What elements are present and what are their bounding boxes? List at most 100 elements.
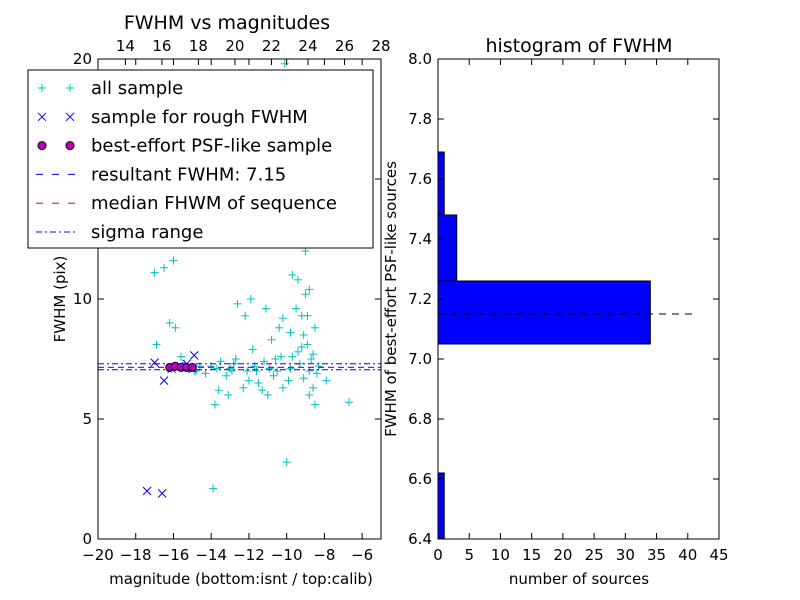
- scatter-point-plus: [312, 369, 321, 378]
- scatter-point-plus: [248, 345, 257, 354]
- scatter-point-plus: [165, 319, 174, 327]
- scatter-point-plus: [309, 383, 318, 392]
- y-tick-label: 5: [82, 410, 92, 428]
- histogram-y-tick-label: 7.4: [408, 230, 432, 248]
- scatter-point-plus: [265, 364, 274, 373]
- scatter-point-plus: [258, 386, 267, 395]
- scatter-point-plus: [288, 271, 297, 279]
- scatter-point-plus: [212, 364, 221, 373]
- scatter-point-plus: [239, 383, 248, 392]
- scatter-point-plus: [305, 367, 314, 375]
- legend: all sample sample for rough FWHM best-effo…: [27, 69, 374, 249]
- histogram-x-tick-label: 40: [678, 546, 697, 564]
- scatter-y-axis-label: FWHM (pix): [51, 256, 69, 343]
- scatter-point-plus: [160, 263, 169, 272]
- scatter-point-plus: [301, 290, 310, 299]
- scatter-point-plus: [305, 285, 314, 294]
- scatter-point-plus: [282, 458, 291, 467]
- scatter-title: FWHM vs magnitudes: [124, 12, 330, 34]
- scatter-point-plus: [299, 331, 308, 339]
- scatter-point-plus: [214, 386, 223, 395]
- legend-label: all sample: [91, 78, 183, 99]
- scatter-point-x: [189, 351, 199, 360]
- scatter-point-plus: [210, 400, 219, 409]
- x-tick-label: −6: [351, 546, 373, 564]
- histogram-bar: [437, 151, 445, 216]
- scatter-point-plus: [310, 400, 319, 409]
- scatter-point-plus: [224, 391, 233, 399]
- scatter-point-x-b: [189, 351, 199, 360]
- scatter-point-plus: [344, 398, 353, 407]
- scatter-point-plus: [263, 391, 272, 399]
- histogram-y-tick-label: 7.6: [408, 170, 432, 188]
- scatter-point-x-b: [157, 489, 167, 498]
- x-tick-label: −14: [195, 546, 227, 564]
- scatter-point-x: [157, 489, 167, 498]
- scatter-point-plus: [286, 328, 295, 337]
- legend-marker-circle: [37, 141, 47, 151]
- histogram-y-tick-label: 6.4: [408, 530, 432, 548]
- scatter-panel: FWHM vs magnitudes magnitude (bottom:isn…: [27, 12, 391, 588]
- scatter-point-plus: [293, 347, 302, 356]
- y-tick-label: 10: [73, 290, 92, 308]
- scatter-point-x: [150, 358, 159, 367]
- histogram-y-axis-label: FWHM of best-effort PSF-like sources: [382, 161, 400, 437]
- scatter-point-x: [159, 376, 169, 385]
- scatter-point-plus: [273, 367, 282, 375]
- scatter-point-plus: [303, 311, 312, 320]
- top-x-tick-label: 18: [189, 37, 208, 55]
- top-x-tick-label: 20: [225, 37, 244, 55]
- legend-label: sigma range: [91, 222, 203, 243]
- x-tick-label: −12: [233, 546, 265, 564]
- scatter-point-plus: [246, 295, 255, 303]
- histogram-y-tick-label: 7.0: [408, 350, 432, 368]
- top-x-tick-label: 24: [298, 37, 317, 55]
- scatter-point-x-b: [159, 376, 169, 385]
- histogram-y-tick-label: 7.2: [408, 290, 432, 308]
- scatter-x-axis-label: magnitude (bottom:isnt / top:calib): [109, 570, 373, 588]
- legend-marker-x-b: [37, 112, 47, 122]
- scatter-point-plus: [233, 299, 242, 308]
- scatter-point-plus: [169, 256, 178, 265]
- scatter-point-plus: [284, 376, 293, 385]
- scatter-point-plus: [171, 323, 180, 332]
- histogram-y-tick-label: 8.0: [408, 50, 432, 68]
- top-x-tick-label: 22: [262, 37, 281, 55]
- scatter-point-plus: [271, 355, 280, 363]
- y-tick-label: 0: [82, 530, 92, 548]
- histogram-axes-frame: [437, 58, 720, 540]
- top-x-tick-label: 26: [335, 37, 354, 55]
- legend-marker-circle: [65, 141, 75, 151]
- legend-marker-x-b: [65, 112, 75, 122]
- scatter-point-plus: [261, 304, 270, 313]
- scatter-point-plus: [269, 371, 278, 380]
- histogram-y-tick-label: 6.6: [408, 470, 432, 488]
- scatter-point-plus: [309, 350, 318, 359]
- scatter-point-x-b: [150, 358, 159, 367]
- scatter-point-plus: [310, 323, 319, 332]
- scatter-point-plus: [227, 367, 236, 375]
- scatter-point-plus: [297, 343, 306, 351]
- scatter-point-plus: [209, 484, 218, 493]
- top-x-tick-label: 14: [116, 37, 135, 55]
- histogram-x-tick-label: 0: [433, 546, 443, 564]
- legend-marker-x: [65, 112, 75, 122]
- legend-box: [27, 69, 374, 249]
- histogram-x-tick-label: 45: [709, 546, 728, 564]
- scatter-point-plus: [305, 391, 314, 399]
- x-tick-label: −20: [82, 546, 114, 564]
- legend-marker-plus: [38, 84, 46, 92]
- x-tick-label: −16: [158, 546, 190, 564]
- scatter-point-plus: [278, 314, 287, 323]
- histogram-x-tick-label: 20: [553, 546, 572, 564]
- x-tick-label: −10: [271, 546, 303, 564]
- scatter-point-plus: [277, 352, 286, 361]
- histogram-panel: histogram of FWHM number of sources FWHM…: [382, 35, 729, 588]
- scatter-point-plus: [231, 355, 240, 363]
- scatter-point-plus: [150, 268, 159, 277]
- scatter-point-plus: [241, 311, 250, 320]
- histogram-x-tick-label: 35: [647, 546, 666, 564]
- scatter-axes-frame: [97, 58, 382, 540]
- scatter-point-plus: [288, 352, 297, 361]
